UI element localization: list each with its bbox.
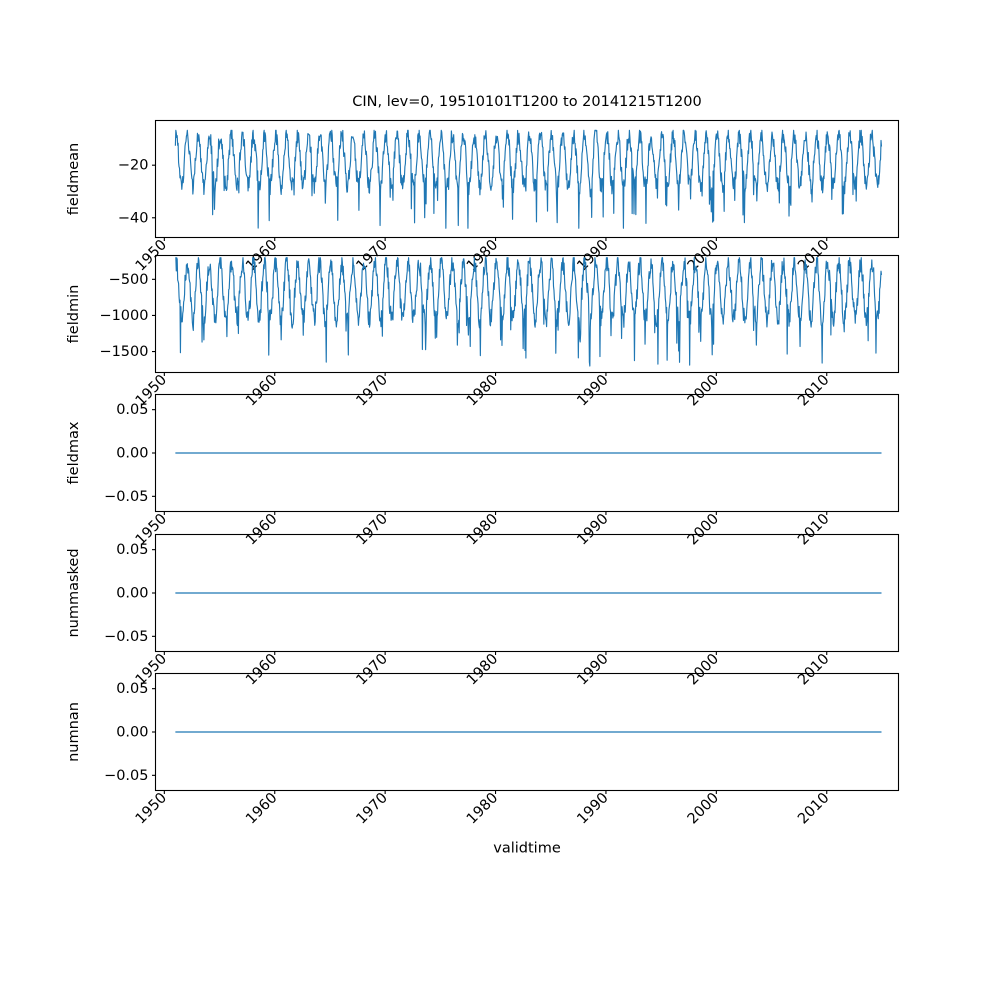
x-tick-label-numnan-6: 2010: [795, 790, 832, 827]
y-axis-label-nummasked: nummasked: [66, 548, 82, 637]
x-tick-label-nummasked-5: 2000: [685, 651, 722, 688]
y-tick-label-fieldmax-1: 0.00: [116, 446, 148, 462]
x-tick-label-fieldmax-3: 1980: [464, 511, 501, 548]
x-tick-label-nummasked-3: 1980: [464, 651, 501, 688]
y-tick-label-numnan-0: 0.05: [116, 681, 148, 697]
y-tick-label-fieldmean-0: −20: [118, 158, 149, 174]
y-axis-label-numnan: numnan: [66, 702, 82, 762]
x-tick-label-numnan-2: 1970: [354, 790, 391, 827]
y-tick-label-fieldmin-0: −500: [109, 272, 149, 288]
x-tick-label-fieldmax-4: 1990: [574, 511, 611, 548]
x-tick-label-fieldmax-1: 1960: [243, 511, 280, 548]
y-axis-label-fieldmean: fieldmean: [66, 143, 82, 215]
x-tick-label-numnan-5: 2000: [685, 790, 722, 827]
x-tick-label-fieldmin-5: 2000: [685, 372, 722, 409]
subplot-numnan: 0.05 0.00 −0.05 numnan 1950 1960 1970 1980 1990 2…: [66, 672, 900, 827]
x-tick-label-numnan-1: 1960: [243, 790, 280, 827]
x-tick-label-nummasked-1: 1960: [243, 651, 280, 688]
y-tick-label-nummasked-1: 0.00: [116, 586, 148, 602]
y-tick-label-fieldmin-1: −1000: [99, 308, 148, 324]
x-tick-label-numnan-0: 1950: [133, 790, 170, 827]
x-tick-label-fieldmax-5: 2000: [685, 511, 722, 548]
x-tick-label-fieldmin-4: 1990: [574, 372, 611, 409]
x-tick-label-fieldmax-2: 1970: [354, 511, 391, 548]
x-tick-label-nummasked-2: 1970: [354, 651, 391, 688]
y-axis-label-fieldmin: fieldmin: [66, 285, 82, 344]
chart-title: CIN, lev=0, 19510101T1200 to 20141215T12…: [352, 94, 702, 110]
x-tick-label-numnan-3: 1980: [464, 790, 501, 827]
y-tick-label-fieldmax-0: 0.05: [116, 402, 148, 418]
x-tick-label-fieldmin-1: 1960: [243, 372, 280, 409]
y-tick-label-nummasked-2: −0.05: [104, 629, 148, 645]
x-tick-label-nummasked-6: 2010: [795, 651, 832, 688]
data-line-fieldmean: [174, 129, 883, 229]
x-tick-label-numnan-4: 1990: [574, 790, 611, 827]
y-tick-label-fieldmean-1: −40: [118, 210, 149, 226]
y-axis-label-fieldmax: fieldmax: [66, 421, 82, 484]
y-tick-label-numnan-2: −0.05: [104, 768, 148, 784]
axes-frame-fieldmin: [154, 254, 900, 374]
y-tick-label-fieldmax-2: −0.05: [104, 489, 148, 505]
x-tick-label-fieldmin-6: 2010: [795, 372, 832, 409]
x-axis-label: validtime: [493, 841, 561, 857]
y-tick-label-nummasked-0: 0.05: [116, 542, 148, 558]
x-tick-label-fieldmax-6: 2010: [795, 511, 832, 548]
x-tick-label-fieldmin-2: 1970: [354, 372, 391, 409]
x-tick-label-nummasked-4: 1990: [574, 651, 611, 688]
y-tick-label-fieldmin-2: −1500: [99, 344, 148, 360]
axes-frame-fieldmean: [154, 119, 900, 239]
x-tick-label-fieldmin-3: 1980: [464, 372, 501, 409]
y-tick-label-numnan-1: 0.00: [116, 725, 148, 741]
data-line-fieldmin: [175, 257, 883, 367]
